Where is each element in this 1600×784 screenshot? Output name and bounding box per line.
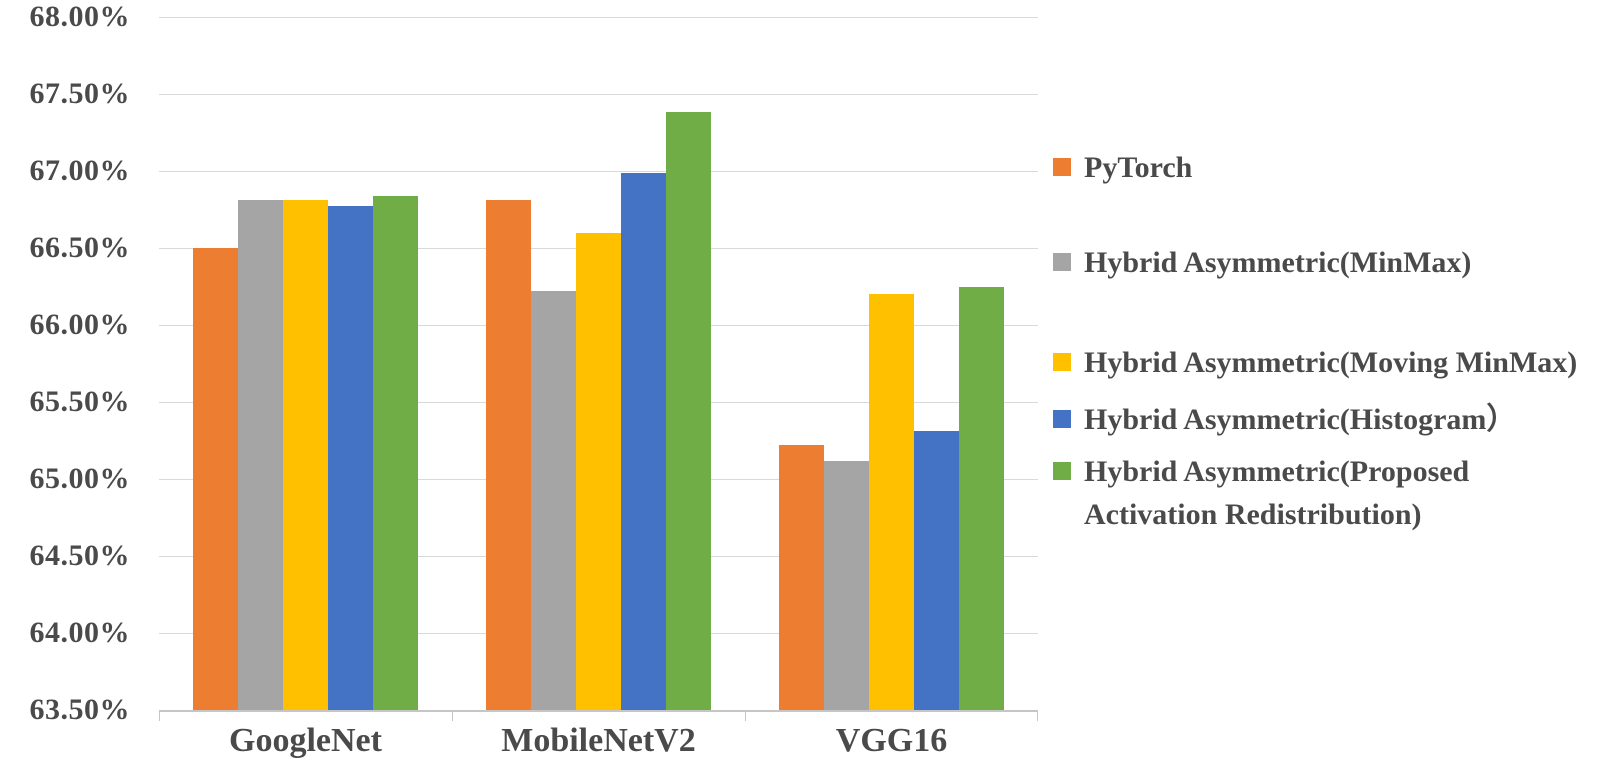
bar <box>824 460 869 710</box>
bar <box>238 200 283 710</box>
legend-label: Hybrid Asymmetric(Proposed Activation Re… <box>1084 455 1470 531</box>
plot-area <box>159 17 1038 721</box>
bar <box>373 195 418 710</box>
legend-label: PyTorch <box>1084 151 1193 184</box>
legend-item: PyTorch <box>1053 146 1588 189</box>
x-axis-tick <box>745 710 746 721</box>
legend-item: Hybrid Asymmetric(Moving MinMax) <box>1053 341 1588 384</box>
legend-swatch-icon <box>1053 462 1071 480</box>
bar <box>914 431 959 710</box>
legend-label: Hybrid Asymmetric(Histogram） <box>1084 403 1517 436</box>
y-tick-label: 68.00% <box>29 0 130 33</box>
gridline <box>159 17 1038 18</box>
legend-item: Hybrid Asymmetric(Histogram） <box>1053 398 1588 441</box>
category-group-MobileNetV2 <box>452 17 745 710</box>
legend-swatch-icon <box>1053 158 1071 176</box>
bar <box>486 200 531 710</box>
legend-item: Hybrid Asymmetric(Proposed Activation Re… <box>1053 450 1588 536</box>
legend: PyTorch Hybrid Asymmetric(MinMax) Hybrid A… <box>1053 146 1588 536</box>
y-tick-label: 67.50% <box>29 77 130 110</box>
x-category-label: VGG16 <box>835 722 948 759</box>
category-group-GoogleNet <box>159 17 452 710</box>
gridline <box>159 94 1038 95</box>
legend-swatch-icon <box>1053 410 1071 428</box>
y-tick-label: 65.50% <box>29 385 130 418</box>
gridline <box>159 171 1038 172</box>
y-tick-label: 63.50% <box>29 693 130 726</box>
y-tick-label: 66.50% <box>29 231 130 264</box>
x-axis-tick <box>159 710 160 721</box>
x-category-label: MobileNetV2 <box>501 722 696 759</box>
x-axis-tick <box>452 710 453 721</box>
legend-label: Hybrid Asymmetric(Moving MinMax) <box>1084 346 1578 379</box>
legend-label: Hybrid Asymmetric(MinMax) <box>1084 246 1472 279</box>
bar <box>328 206 373 710</box>
y-tick-label: 67.00% <box>29 154 130 187</box>
x-category-label: GoogleNet <box>229 722 382 759</box>
bar <box>283 200 328 710</box>
bar <box>576 232 621 710</box>
legend-swatch-icon <box>1053 353 1071 371</box>
legend-swatch-icon <box>1053 253 1071 271</box>
bar <box>621 172 666 710</box>
bar <box>779 445 824 710</box>
y-tick-label: 66.00% <box>29 308 130 341</box>
y-tick-label: 64.00% <box>29 616 130 649</box>
bar <box>531 291 576 710</box>
bars-layer <box>159 17 1038 710</box>
bar <box>959 286 1004 710</box>
y-tick-label: 65.00% <box>29 462 130 495</box>
legend-item: Hybrid Asymmetric(MinMax) <box>1053 241 1588 284</box>
bar <box>666 112 711 710</box>
bar <box>869 294 914 710</box>
bar <box>193 248 238 710</box>
y-tick-label: 64.50% <box>29 539 130 572</box>
category-group-VGG16 <box>745 17 1038 710</box>
x-axis-tick <box>1037 710 1038 721</box>
